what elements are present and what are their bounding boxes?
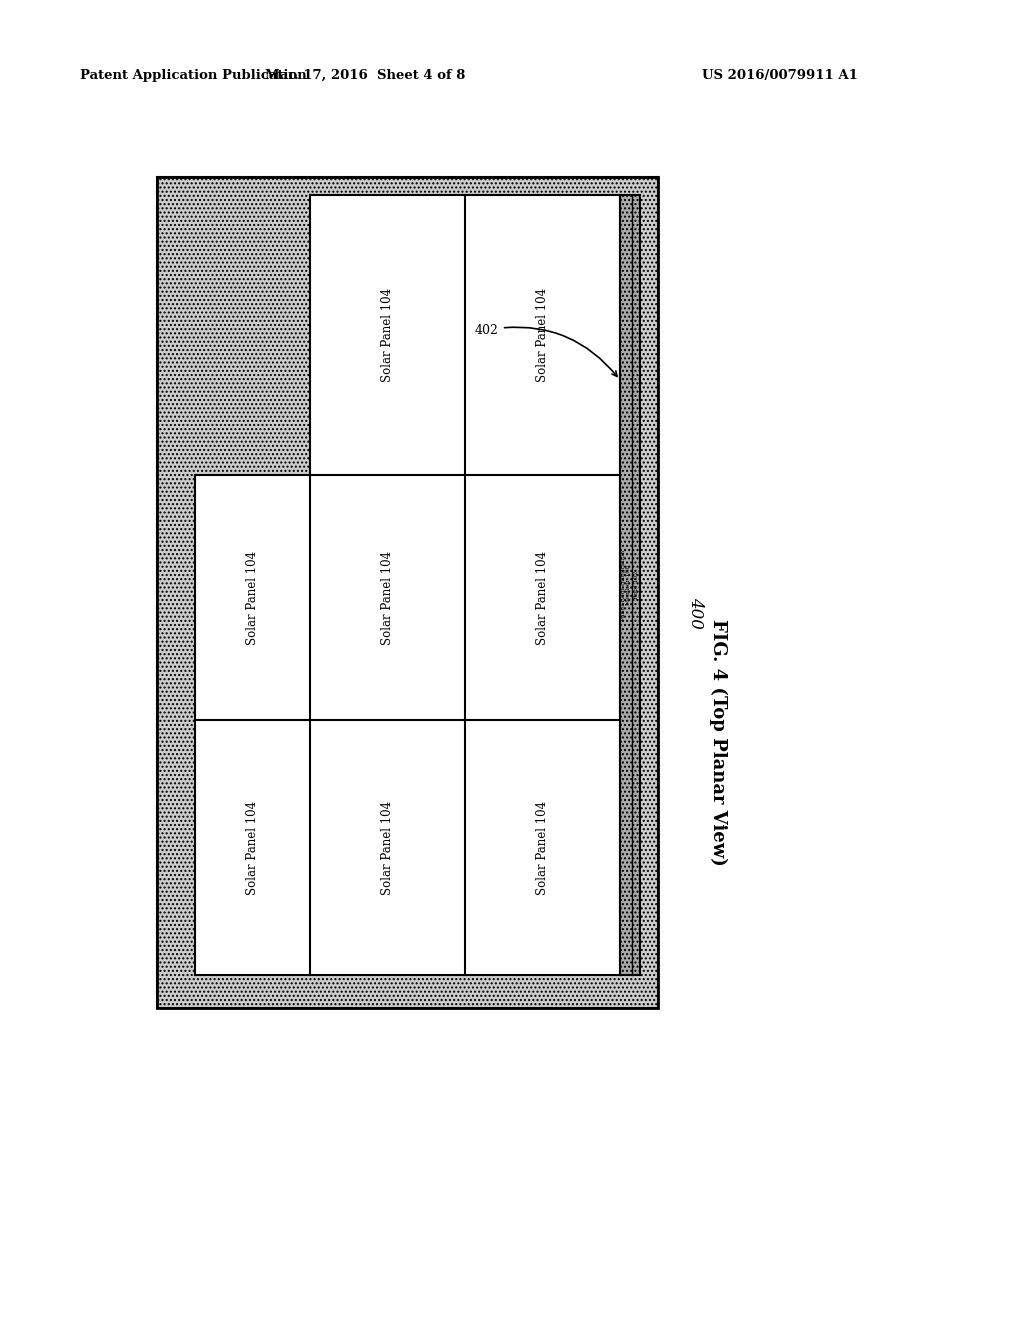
Text: Solar Panel 104: Solar Panel 104 — [381, 288, 394, 381]
Text: Mar. 17, 2016  Sheet 4 of 8: Mar. 17, 2016 Sheet 4 of 8 — [265, 69, 465, 82]
Text: Panel-Roof Integration
Member 108: Panel-Roof Integration Member 108 — [621, 549, 632, 620]
Text: Solar Panel 104: Solar Panel 104 — [246, 550, 259, 644]
Bar — [310, 195, 620, 475]
Text: Solar Panel 104: Solar Panel 104 — [381, 800, 394, 895]
Text: Solar Panel 104: Solar Panel 104 — [246, 800, 259, 895]
Text: FIG. 4 (Top Planar View): FIG. 4 (Top Planar View) — [709, 619, 727, 866]
Bar — [620, 195, 640, 975]
Text: 400: 400 — [687, 597, 705, 628]
Bar — [157, 177, 658, 1008]
Text: Solar Panel 104: Solar Panel 104 — [536, 800, 549, 895]
Text: US 2016/0079911 A1: US 2016/0079911 A1 — [702, 69, 858, 82]
Bar — [195, 475, 620, 719]
Bar — [157, 177, 658, 1008]
Text: Solar Panel 104: Solar Panel 104 — [536, 550, 549, 644]
Text: Roof 102: Roof 102 — [634, 570, 639, 599]
Text: Patent Application Publication: Patent Application Publication — [80, 69, 307, 82]
Text: Solar Panel 104: Solar Panel 104 — [381, 550, 394, 644]
Text: 402: 402 — [475, 323, 617, 376]
Text: Solar Panel 104: Solar Panel 104 — [536, 288, 549, 381]
Bar — [195, 475, 620, 975]
